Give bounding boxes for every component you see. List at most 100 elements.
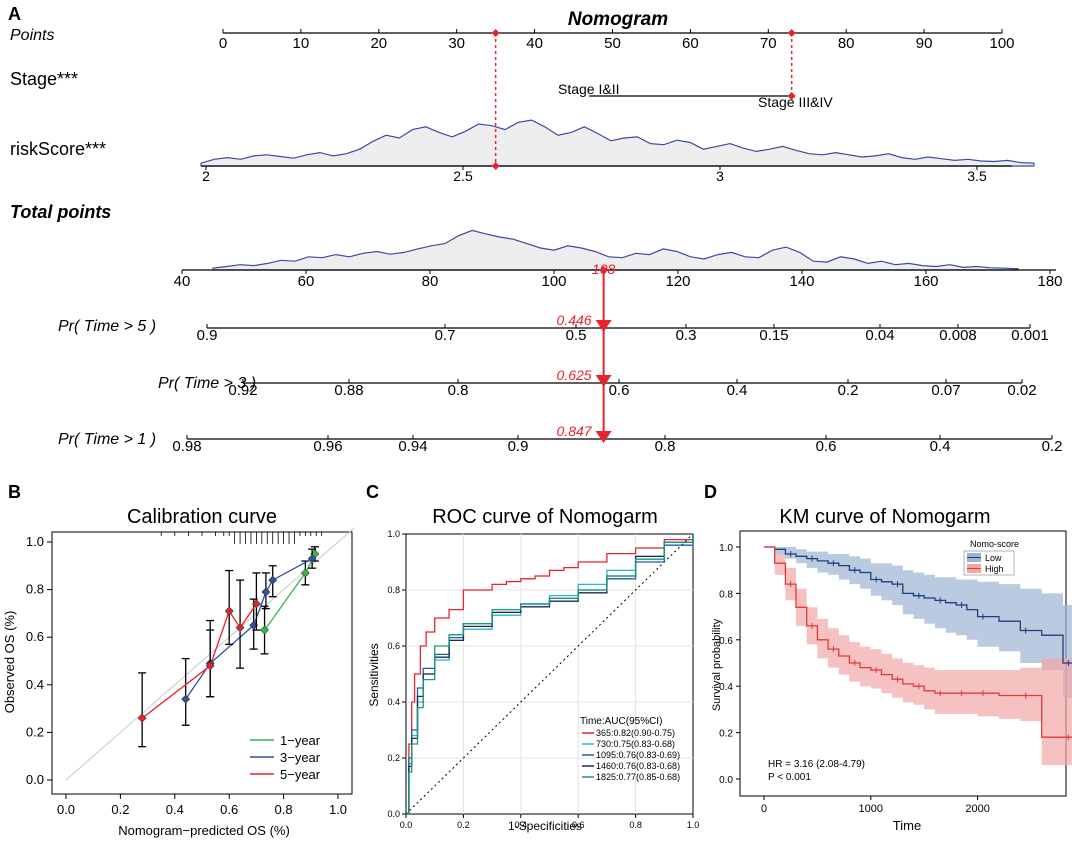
km-p-text: P < 0.001 <box>768 772 811 783</box>
calibration-point <box>205 661 215 671</box>
riskscore-tick-label: 3 <box>716 168 724 184</box>
roc-ylabel: Sensitivities <box>367 643 381 706</box>
pr5-tick-label: 0.001 <box>1011 327 1049 344</box>
km-panel: KM curve of Nomogarm Time Survival proba… <box>711 506 1072 833</box>
total-tick-label: 160 <box>913 273 938 290</box>
km-ytick-label: 0.6 <box>719 636 733 647</box>
total-point-marker <box>599 266 608 274</box>
calibration-ytick-label: 0.8 <box>26 582 44 597</box>
pr3-tick-label: 0.88 <box>334 382 363 399</box>
calibration-xtick-label: 0.4 <box>166 802 184 817</box>
calibration-title: Calibration curve <box>127 506 277 528</box>
calibration-point <box>307 554 317 564</box>
pr5-tick-label: 0.008 <box>939 327 977 344</box>
points-tick-label: 30 <box>448 35 465 52</box>
points-tick-label: 0 <box>219 35 227 52</box>
nomogram-title: Nomogram <box>568 9 668 30</box>
km-ytick-label: 0.0 <box>719 775 733 786</box>
km-ytick-label: 0.4 <box>719 682 733 693</box>
panel-label-b: B <box>8 482 21 502</box>
roc-panel: ROC curve of Nomogarm 1-Specificities Se… <box>367 506 699 833</box>
pr3-tick-label: 0.8 <box>448 382 469 399</box>
calibration-point <box>235 623 245 633</box>
riskscore-tick-label: 2.5 <box>453 168 473 184</box>
calibration-ytick-label: 0.6 <box>26 629 44 644</box>
km-ci-band-low <box>764 547 1072 698</box>
roc-legend-label: 730:0.75(0.83-0.68) <box>596 739 675 749</box>
row-label-pr1: Pr( Time > 1 ) <box>58 431 156 448</box>
row-label-pr5: Pr( Time > 5 ) <box>58 318 156 335</box>
calibration-ytick-label: 0.0 <box>26 772 44 787</box>
roc-ytick-label: 1.0 <box>387 529 400 539</box>
calibration-series-3 <box>141 603 257 719</box>
example-point-marker <box>491 29 500 37</box>
roc-legend-label: 1095:0.76(0.83-0.69) <box>596 750 680 760</box>
calibration-xtick-label: 0.2 <box>111 802 129 817</box>
roc-legend: Time:AUC(95%CI) 365:0.82(0.90-0.75)730:0… <box>580 716 680 782</box>
points-tick-label: 60 <box>682 35 699 52</box>
calibration-point <box>224 606 234 616</box>
points-tick-label: 40 <box>526 35 543 52</box>
pr1-tick-label: 0.6 <box>816 438 837 455</box>
km-legend-label-high: High <box>985 564 1004 574</box>
km-curve-low <box>764 546 1072 664</box>
pr5-tick-label: 0.7 <box>435 327 456 344</box>
roc-curve-5 <box>406 534 694 815</box>
total-points-value: 108 <box>592 261 616 277</box>
pr5-tick-label: 0.9 <box>197 327 218 344</box>
pr3-tick-label: 0.2 <box>838 382 859 399</box>
calibration-xtick-label: 1.0 <box>329 802 347 817</box>
roc-chance-line <box>405 533 694 815</box>
km-ci-band-high <box>764 547 1072 766</box>
km-legend-label-low: Low <box>985 553 1002 563</box>
roc-curve-1 <box>406 534 694 815</box>
pr3-tick-label: 0.4 <box>727 382 748 399</box>
total-tick-label: 60 <box>298 273 315 290</box>
pr1-tick-label: 0.96 <box>313 438 342 455</box>
roc-legend-label: 1460:0.76(0.83-0.68) <box>596 761 680 771</box>
panel-label-a: A <box>8 4 21 24</box>
pr3-tick-label: 0.92 <box>228 382 257 399</box>
riskscore-tick-label: 2 <box>202 168 210 184</box>
riskscore-tick-label: 3.5 <box>967 168 987 184</box>
calibration-xlabel: Nomogram−predicted OS (%) <box>118 823 290 838</box>
calibration-point <box>260 625 269 635</box>
pr1-tick-label: 0.94 <box>398 438 427 455</box>
roc-xtick-label: 0.6 <box>572 820 585 830</box>
roc-ytick-label: 0.2 <box>387 753 400 763</box>
pr1-tick-label: 0.98 <box>172 438 201 455</box>
roc-ytick-label: 0.0 <box>387 809 400 819</box>
total-tick-label: 180 <box>1037 273 1062 290</box>
roc-ytick-label: 0.6 <box>387 641 400 651</box>
points-tick-label: 90 <box>916 35 933 52</box>
roc-xtick-label: 0.4 <box>515 820 528 830</box>
calibration-point <box>300 568 310 578</box>
km-ylabel: Survival probability <box>711 618 723 711</box>
km-hr-text: HR = 3.16 (2.08-4.79) <box>768 759 865 770</box>
row-label-total: Total points <box>10 202 111 222</box>
calibration-ytick-label: 1.0 <box>26 534 44 549</box>
roc-xtick-label: 0.8 <box>629 820 642 830</box>
row-label-points: Points <box>10 27 54 44</box>
calibration-point <box>137 713 147 723</box>
roc-legend-label: 1825:0.77(0.85-0.68) <box>596 772 680 782</box>
km-legend: Nomo-score Low High <box>963 539 1019 576</box>
km-legend-title: Nomo-score <box>970 539 1019 549</box>
pr1-tick-label: 0.9 <box>508 438 529 455</box>
pr1-tick-label: 0.4 <box>930 438 951 455</box>
roc-title: ROC curve of Nomogarm <box>432 506 658 528</box>
calibration-xtick-label: 0.6 <box>220 802 238 817</box>
total-density <box>212 229 1019 271</box>
pr5-arrow-marker <box>595 320 612 332</box>
km-xtick-label: 1000 <box>859 803 883 815</box>
calibration-ytick-label: 0.4 <box>26 677 44 692</box>
calibration-ytick-label: 0.2 <box>26 724 44 739</box>
roc-xtick-label: 0.0 <box>400 820 413 830</box>
roc-xtick-label: 1.0 <box>687 820 700 830</box>
points-tick-label: 10 <box>293 35 310 52</box>
calibration-xtick-label: 0.8 <box>275 802 293 817</box>
pr3-tick-label: 0.6 <box>609 382 630 399</box>
roc-legend-label: 365:0.82(0.90-0.75) <box>596 728 675 738</box>
pr1-arrow-marker <box>595 431 612 443</box>
